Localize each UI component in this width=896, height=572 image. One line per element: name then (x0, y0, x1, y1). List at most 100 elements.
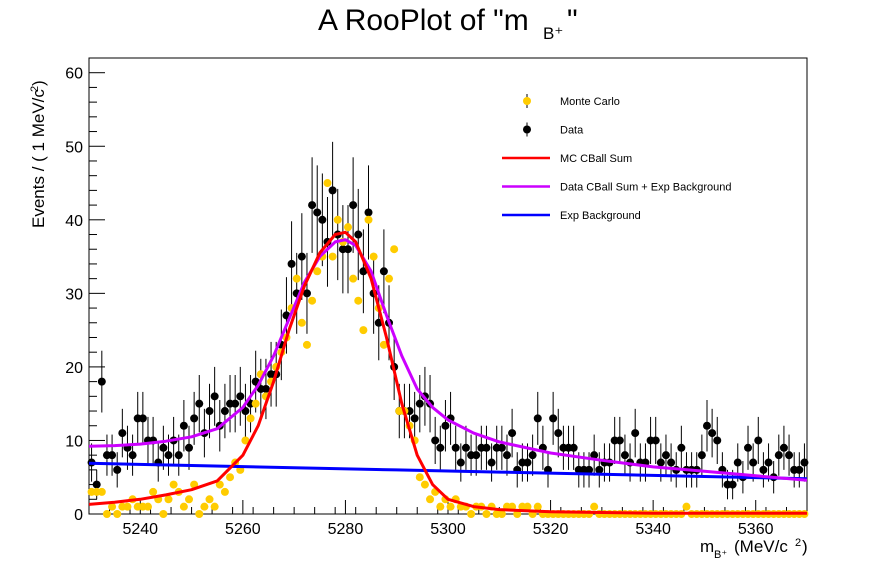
y-axis-label: Events / ( 1 MeV/c (29, 89, 48, 228)
monte-carlo-point (426, 495, 435, 504)
monte-carlo-point (302, 340, 311, 349)
y-tick-label: 30 (65, 286, 83, 303)
monte-carlo-series (87, 179, 809, 518)
chart-title-main: A RooPlot of "m (318, 4, 529, 37)
data-point (364, 208, 373, 217)
x-axis: 5240 5260 5280 5300 5320 5340 5360 (88, 500, 808, 538)
x-tick-label: 5360 (738, 521, 774, 538)
monte-carlo-point (297, 318, 306, 327)
legend-item: Monte Carlo (523, 94, 620, 108)
legend: Monte Carlo Data MC CBall Sum Data CBall Su… (502, 94, 732, 222)
monte-carlo-point (185, 495, 194, 504)
data-point (410, 414, 419, 423)
monte-carlo-point (102, 510, 111, 518)
monte-carlo-point (215, 480, 224, 489)
mc-cball-sum-curve (88, 230, 807, 515)
monte-carlo-point (533, 502, 542, 511)
data-point (210, 392, 219, 401)
x-tick-label: 5280 (328, 521, 364, 538)
y-tick-label: 40 (65, 213, 83, 230)
data-point (297, 252, 306, 261)
data-point (349, 201, 358, 210)
chart-title: A RooPlot of "m B⁺ " (318, 4, 578, 43)
data-point (159, 443, 168, 452)
data-point (328, 186, 337, 195)
legend-marker (523, 125, 531, 134)
data-point (728, 480, 737, 489)
series-layer (87, 141, 809, 518)
monte-carlo-point (359, 326, 368, 335)
data-point (451, 443, 460, 452)
data-point (615, 436, 624, 445)
monte-carlo-point (179, 502, 188, 511)
monte-carlo-point (246, 414, 255, 423)
y-axis-title: Events / ( 1 MeV/c 2 ) (29, 80, 48, 228)
x-tick-label: 5340 (635, 521, 671, 538)
data-point (774, 451, 783, 460)
monte-carlo-point (390, 245, 399, 254)
data-point (164, 451, 173, 460)
x-tick-label: 5320 (533, 521, 569, 538)
data-point (128, 451, 137, 460)
monte-carlo-point (313, 267, 322, 276)
monte-carlo-point (226, 473, 235, 482)
monte-carlo-point (497, 510, 506, 518)
legend-label: Monte Carlo (560, 96, 620, 108)
data-point (456, 458, 465, 467)
chart-title-close: " (567, 4, 578, 37)
plot-frame (88, 57, 808, 515)
data-point (138, 414, 147, 423)
monte-carlo-point (308, 296, 317, 305)
y-axis: 0 10 20 30 40 50 60 (65, 57, 105, 524)
data-point (379, 267, 388, 276)
data-point (661, 451, 670, 460)
data-point (287, 259, 296, 268)
data-point (205, 407, 214, 416)
legend-label: MC CBall Sum (560, 153, 632, 165)
data-point (174, 451, 183, 460)
chart-title-subscript: B⁺ (543, 24, 563, 43)
monte-carlo-point (251, 399, 260, 408)
y-axis-label-close: ) (29, 80, 48, 86)
data-point (487, 458, 496, 467)
monte-carlo-point (241, 436, 250, 445)
monte-carlo-point (682, 502, 691, 511)
monte-carlo-point (349, 274, 358, 283)
data-point (497, 443, 506, 452)
data-point (302, 289, 311, 298)
data-point (261, 384, 270, 393)
monte-carlo-point (97, 487, 106, 496)
data-point (533, 414, 542, 423)
x-axis-label-units: (MeV/c (734, 537, 788, 556)
data-point (795, 465, 804, 474)
data-point (554, 429, 563, 438)
data-point (231, 399, 240, 408)
data-point (764, 458, 773, 467)
data-point (508, 429, 517, 438)
data-point (631, 429, 640, 438)
monte-carlo-point (590, 502, 599, 511)
exp-background-curve (88, 461, 808, 481)
legend-label: Data (560, 125, 584, 137)
y-tick-label: 50 (65, 139, 83, 156)
monte-carlo-point (169, 480, 178, 489)
monte-carlo-point (205, 495, 214, 504)
data-point (108, 451, 117, 460)
data-point (785, 451, 794, 460)
x-axis-title: m B⁺ (MeV/c 2 ) (700, 537, 808, 561)
x-axis-label-units-superscript: 2 (795, 537, 801, 549)
monte-carlo-point (379, 340, 388, 349)
data-point (236, 392, 245, 401)
data-point (733, 458, 742, 467)
monte-carlo-point (195, 510, 204, 518)
monte-carlo-point (467, 510, 476, 518)
data-point (118, 429, 127, 438)
data-point (185, 443, 194, 452)
data-point (354, 230, 363, 239)
data-point (651, 436, 660, 445)
data-point (595, 465, 604, 474)
data-point (472, 451, 481, 460)
data-point (708, 429, 717, 438)
data-point (461, 443, 470, 452)
legend-item: Exp Background (502, 210, 641, 222)
